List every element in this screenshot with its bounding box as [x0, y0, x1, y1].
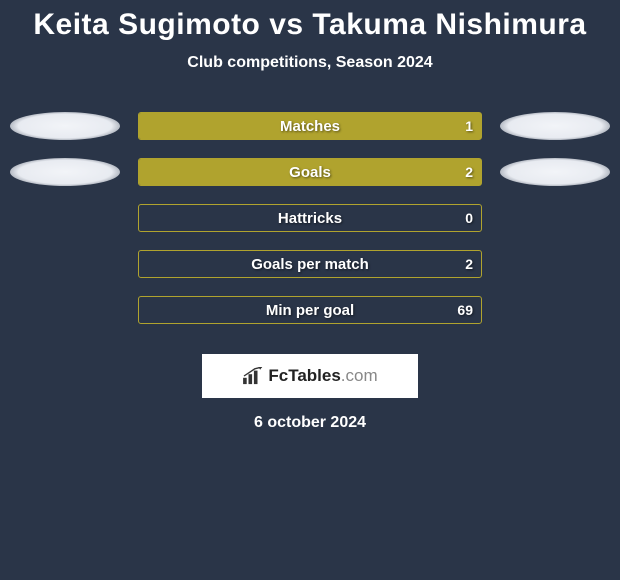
stat-row: Hattricks0 — [0, 204, 620, 232]
stat-bar: Min per goal69 — [138, 296, 482, 324]
date-text: 6 october 2024 — [0, 414, 620, 432]
halo-left — [10, 112, 120, 140]
stat-row: Matches1 — [0, 112, 620, 140]
chart-icon — [242, 367, 264, 385]
brand-text: FcTables.com — [268, 366, 377, 386]
halo-left — [10, 158, 120, 186]
stat-row: Min per goal69 — [0, 296, 620, 324]
stat-value: 0 — [465, 205, 473, 231]
stat-row: Goals per match2 — [0, 250, 620, 278]
stat-bar-fill — [139, 159, 481, 185]
brand-dim: .com — [341, 366, 378, 385]
brand-bold: FcTables — [268, 366, 340, 385]
stats-list: Matches1Goals2Hattricks0Goals per match2… — [0, 112, 620, 324]
stat-bar: Goals per match2 — [138, 250, 482, 278]
stat-label: Min per goal — [139, 297, 481, 323]
stat-value: 2 — [465, 251, 473, 277]
stat-bar-fill — [139, 113, 481, 139]
brand-logo: FcTables.com — [202, 354, 418, 398]
stat-value: 1 — [465, 113, 473, 139]
subtitle: Club competitions, Season 2024 — [0, 54, 620, 72]
stat-label: Hattricks — [139, 205, 481, 231]
halo-right — [500, 158, 610, 186]
stat-value: 69 — [457, 297, 473, 323]
stat-label: Goals per match — [139, 251, 481, 277]
comparison-card: Keita Sugimoto vs Takuma Nishimura Club … — [0, 0, 620, 432]
stat-bar: Goals2 — [138, 158, 482, 186]
stat-bar: Matches1 — [138, 112, 482, 140]
stat-bar: Hattricks0 — [138, 204, 482, 232]
stat-row: Goals2 — [0, 158, 620, 186]
stat-value: 2 — [465, 159, 473, 185]
page-title: Keita Sugimoto vs Takuma Nishimura — [0, 8, 620, 42]
halo-right — [500, 112, 610, 140]
